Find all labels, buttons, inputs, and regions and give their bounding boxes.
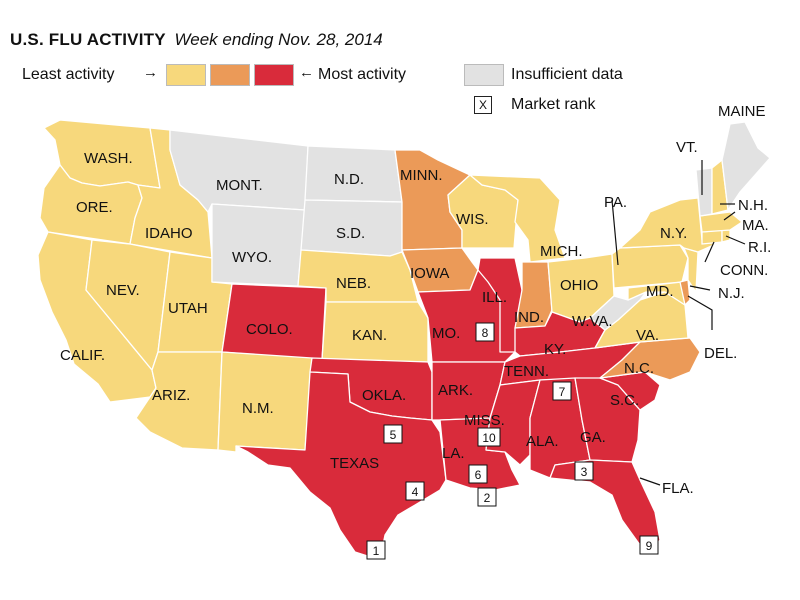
state-label-tenn: TENN. bbox=[504, 363, 549, 380]
state-label-mich: MICH. bbox=[540, 243, 583, 260]
state-label-nd: N.D. bbox=[334, 171, 364, 188]
market-rank-marker: 8 bbox=[475, 322, 495, 342]
leader-lines bbox=[611, 160, 746, 486]
state-label-ma: MA. bbox=[742, 217, 769, 234]
market-rank-marker: 1 bbox=[366, 540, 386, 560]
state-label-ore: ORE. bbox=[76, 199, 113, 216]
legend-least-label: Least activity bbox=[22, 66, 115, 83]
state-label-nc: N.C. bbox=[624, 360, 654, 377]
state-label-nj: N.J. bbox=[718, 285, 745, 302]
state-maine bbox=[721, 121, 771, 211]
state-label-vt: VT. bbox=[676, 139, 698, 156]
state-label-del: DEL. bbox=[704, 345, 737, 362]
legend-swatch-insufficient bbox=[464, 64, 504, 86]
svg-text:5: 5 bbox=[390, 428, 397, 442]
state-shapes bbox=[37, 119, 771, 561]
state-del bbox=[679, 279, 691, 306]
state-label-iowa: IOWA bbox=[410, 265, 449, 282]
svg-text:10: 10 bbox=[482, 431, 496, 445]
state-label-texas: TEXAS bbox=[330, 455, 379, 472]
market-rank-marker: 5 bbox=[383, 424, 403, 444]
state-kan bbox=[321, 301, 429, 363]
title-subtitle: Week ending Nov. 28, 2014 bbox=[174, 30, 383, 49]
state-label-sc: S.C. bbox=[610, 392, 639, 409]
state-mich bbox=[469, 174, 566, 263]
state-label-va: VA. bbox=[636, 327, 659, 344]
legend-market-rank-box: X bbox=[474, 96, 492, 114]
svg-text:3: 3 bbox=[581, 465, 588, 479]
state-label-wva: W.VA. bbox=[572, 313, 613, 330]
state-label-ariz: ARIZ. bbox=[152, 387, 190, 404]
map-title: U.S. FLU ACTIVITY Week ending Nov. 28, 2… bbox=[10, 30, 383, 50]
state-label-wyo: WYO. bbox=[232, 249, 272, 266]
legend-swatch-low bbox=[166, 64, 206, 86]
state-label-idaho: IDAHO bbox=[145, 225, 193, 242]
market-rank-marker: 3 bbox=[574, 461, 594, 481]
state-label-wash: WASH. bbox=[84, 150, 133, 167]
svg-text:8: 8 bbox=[482, 326, 489, 340]
state-label-nev: NEV. bbox=[106, 282, 140, 299]
market-rank-marker: 7 bbox=[552, 381, 572, 401]
legend-swatch-high bbox=[254, 64, 294, 86]
state-label-la: LA. bbox=[442, 445, 465, 462]
state-ill bbox=[477, 257, 523, 353]
state-label-nm: N.M. bbox=[242, 400, 274, 417]
legend-swatch-medium bbox=[210, 64, 250, 86]
state-labels: WASH. ORE. CALIF. IDAHO NEV. UTAH ARIZ. … bbox=[60, 103, 771, 497]
market-rank-markers: 1 2 3 4 5 6 7 8 9 10 bbox=[366, 322, 659, 560]
state-label-ny: N.Y. bbox=[660, 225, 687, 242]
state-label-ill: ILL. bbox=[482, 289, 507, 306]
state-pa bbox=[611, 244, 689, 289]
svg-text:1: 1 bbox=[373, 544, 380, 558]
state-label-maine: MAINE bbox=[718, 103, 766, 120]
state-ma bbox=[699, 211, 743, 233]
legend-market-rank-label: Market rank bbox=[511, 96, 596, 113]
state-label-conn: CONN. bbox=[720, 262, 768, 279]
svg-text:9: 9 bbox=[646, 539, 653, 553]
svg-text:4: 4 bbox=[412, 485, 419, 499]
state-nc bbox=[599, 337, 701, 381]
state-wva bbox=[589, 291, 647, 331]
svg-text:7: 7 bbox=[559, 385, 566, 399]
state-label-ga: GA. bbox=[580, 429, 606, 446]
state-label-nh: N.H. bbox=[738, 197, 768, 214]
market-rank-marker: 9 bbox=[639, 535, 659, 555]
legend: Least activity → ← Most activity Insuffi… bbox=[0, 62, 800, 122]
state-label-ala: ALA. bbox=[526, 433, 559, 450]
state-label-ohio: OHIO bbox=[560, 277, 598, 294]
state-label-kan: KAN. bbox=[352, 327, 387, 344]
state-label-ind: IND. bbox=[514, 309, 544, 326]
state-label-fla: FLA. bbox=[662, 480, 694, 497]
legend-insufficient-label: Insufficient data bbox=[511, 66, 623, 83]
market-rank-marker: 2 bbox=[477, 487, 497, 507]
state-label-ri: R.I. bbox=[748, 239, 771, 256]
state-label-mo: MO. bbox=[432, 325, 460, 342]
title-main: U.S. FLU ACTIVITY bbox=[10, 30, 166, 49]
market-rank-marker: 6 bbox=[468, 464, 488, 484]
state-label-utah: UTAH bbox=[168, 300, 208, 317]
legend-most-label: Most activity bbox=[318, 66, 407, 83]
state-label-pa: PA. bbox=[604, 194, 627, 211]
state-texas bbox=[235, 371, 447, 561]
svg-text:2: 2 bbox=[484, 491, 491, 505]
state-label-mont: MONT. bbox=[216, 177, 263, 194]
state-label-md: MD. bbox=[646, 283, 674, 300]
state-wyo bbox=[211, 203, 306, 287]
state-label-okla: OKLA. bbox=[362, 387, 406, 404]
market-rank-marker: 4 bbox=[405, 481, 425, 501]
arrow-right-icon: → bbox=[143, 64, 158, 81]
state-label-colo: COLO. bbox=[246, 321, 293, 338]
state-label-neb: NEB. bbox=[336, 275, 371, 292]
svg-text:6: 6 bbox=[475, 468, 482, 482]
state-label-ark: ARK. bbox=[438, 382, 473, 399]
state-label-wis: WIS. bbox=[456, 211, 489, 228]
arrow-left-icon: ← bbox=[299, 64, 314, 81]
state-label-miss: MISS. bbox=[464, 412, 505, 429]
state-label-calif: CALIF. bbox=[60, 347, 105, 364]
state-label-sd: S.D. bbox=[336, 225, 365, 242]
state-label-ky: KY. bbox=[544, 341, 566, 358]
market-rank-marker: 10 bbox=[477, 427, 501, 447]
state-label-minn: MINN. bbox=[400, 167, 443, 184]
